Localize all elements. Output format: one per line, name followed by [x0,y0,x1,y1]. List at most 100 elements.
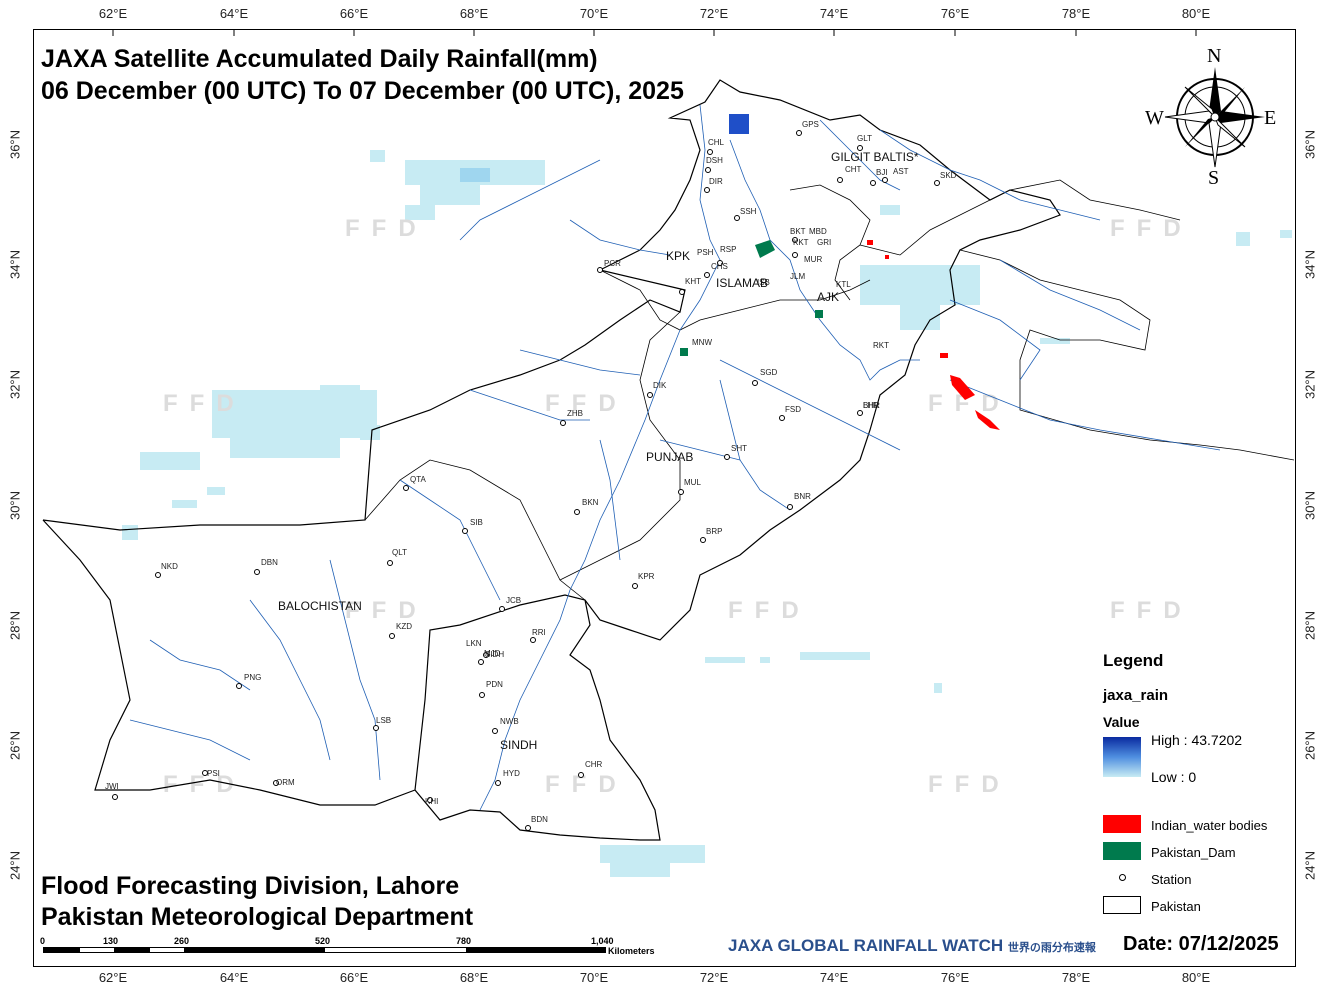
station-label: NWB [500,717,519,726]
station-label: GPS [802,120,819,129]
scale-bar-frame [43,947,606,953]
legend-rain-ramp [1103,737,1141,777]
map-title-line2: 06 December (00 UTC) To 07 December (00 … [41,77,684,105]
scale-tick: 780 [456,936,472,946]
station-label: SIB [470,518,483,527]
station-label: KPR [638,572,655,581]
svg-text:FFD: FFD [1110,215,1193,242]
graticule-marks [112,30,1197,36]
scale-unit: Kilometers [608,946,655,956]
lon-tick: 70°E [579,6,609,21]
province-boundaries [364,184,991,601]
station-label: BNR [794,492,811,501]
lon-tick: 72°E [699,6,729,21]
station-label: SIDH [485,650,505,659]
legend-low: Low : 0 [1151,769,1197,785]
station-label: DIK [653,381,667,390]
lon-tick: 78°E [1061,6,1091,21]
station-label: ISB [757,278,770,287]
scale-tick: 1,040 [591,936,614,946]
station-label: DSH [706,156,723,165]
station-label: ZHB [567,409,583,418]
svg-text:FFD: FFD [1110,597,1193,624]
station-label: CHS [711,262,728,271]
station-label: RKT [873,341,889,350]
svg-text:FFD: FFD [545,390,628,417]
scale-tick: 260 [174,936,190,946]
source-text: JAXA GLOBAL RAINFALL WATCH [728,936,1004,955]
station-label: NKD [161,562,178,571]
station-label: PSI [207,769,220,778]
region-label: SINDH [500,738,538,752]
station-label: JCB [506,596,522,605]
dams [680,240,823,356]
station-label: RSP [720,245,737,254]
lon-tick: 66°E [339,6,369,21]
compass-w: W [1145,107,1164,129]
lon-tick: 74°E [819,970,849,985]
region-label: PUNJAB [646,450,694,464]
scale-tick: 130 [103,936,119,946]
station-label: DBN [261,558,278,567]
station-label: PNG [244,673,262,682]
region-label: GILGIT BALTIS* [831,150,919,164]
compass-s: S [1208,167,1220,189]
station-label: LKN [466,639,482,648]
scale-tick: 520 [315,936,331,946]
station-label: BRP [706,527,723,536]
station-label: BKN [582,498,599,507]
station-label: PSH [697,248,714,257]
legend-station-icon [1119,874,1126,881]
svg-text:FFD: FFD [928,771,1011,798]
svg-text:FFD: FFD [545,771,628,798]
station-label: QLT [392,548,407,557]
footer-line2: Pakistan Meteorological Department [41,903,474,931]
station-label: PCR [604,259,621,268]
station-label: KTL [836,280,851,289]
footer-line1: Flood Forecasting Division, Lahore [41,872,460,900]
svg-text:FFD: FFD [163,390,246,417]
station-label: CHL [708,138,725,147]
map-date: Date: 07/12/2025 [1123,933,1279,955]
map-frame [33,29,1296,967]
station-label: KHT [685,277,701,286]
station-label: PDN [486,680,503,689]
map-title-line1: JAXA Satellite Accumulated Daily Rainfal… [41,45,598,73]
station-label: KHI [425,797,439,806]
station-label: KZD [396,622,412,631]
station-label: BHR [863,401,880,410]
svg-text:FFD: FFD [163,771,246,798]
station-markers [112,130,940,831]
lon-tick: 70°E [579,970,609,985]
source-suffix: 世界の雨分布速報 [1007,942,1096,954]
station-label: SGD [760,368,778,377]
lon-tick: 62°E [98,6,128,21]
station-label: KKT [793,238,809,247]
water-bodies [867,240,1000,430]
compass-n: N [1207,45,1222,67]
legend-high: High : 43.7202 [1151,732,1243,748]
station-label: AST [893,167,909,176]
neighbour-boundaries [959,179,1294,461]
station-label: MUR [804,255,823,264]
region-label: KPK [666,249,691,263]
station-label: MUL [684,478,701,487]
compass-rose-icon [1164,67,1265,168]
region-label: BALOCHISTAN [278,599,362,613]
lon-tick: 62°E [98,970,128,985]
station-label: FSD [785,405,801,414]
station-label: SHT [731,444,747,453]
rivers [129,104,1221,811]
legend-water-swatch [1103,815,1141,833]
rainfall-layer [122,114,1292,877]
station-label: CHR [585,760,603,769]
station-label: GLT [857,134,872,143]
balochistan-coast [42,519,416,806]
compass-e: E [1264,107,1277,129]
station-label: LHR [863,401,880,410]
legend-value-label: Value [1103,714,1140,730]
station-label: HYD [503,769,520,778]
station-label: BKT [790,227,806,236]
lon-tick: 72°E [699,970,729,985]
